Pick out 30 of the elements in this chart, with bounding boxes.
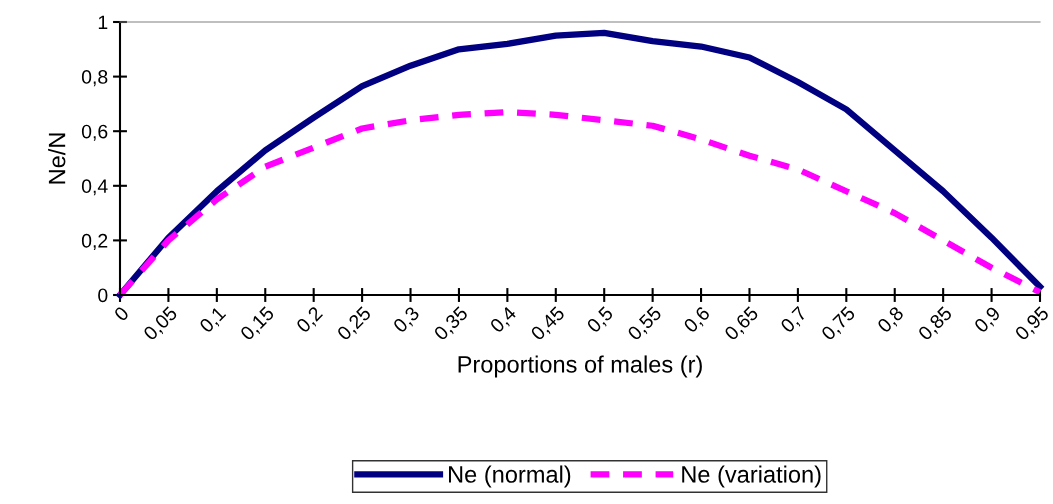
legend-label: Ne (normal) bbox=[449, 465, 571, 488]
y-tick-label: 0,2 bbox=[81, 233, 108, 250]
x-tick-label: 0,65 bbox=[723, 305, 761, 343]
x-tick-label: 0,1 bbox=[198, 305, 228, 336]
x-tick-label: 0 bbox=[113, 305, 130, 322]
x-tick-label: 0,75 bbox=[820, 305, 858, 343]
y-axis-title: Ne/N bbox=[48, 133, 66, 184]
x-tick-label: 0,15 bbox=[239, 305, 277, 343]
x-tick-label: 0,2 bbox=[295, 305, 325, 336]
x-tick-label: 0,95 bbox=[1014, 305, 1052, 343]
x-tick-label: 0,35 bbox=[433, 305, 471, 343]
x-tick-label: 0,5 bbox=[586, 305, 616, 336]
x-tick-label: 0,85 bbox=[917, 305, 955, 343]
legend-label: Ne (variation) bbox=[682, 465, 821, 488]
y-tick-label: 0,8 bbox=[81, 70, 108, 87]
x-tick-label: 0,3 bbox=[392, 305, 422, 336]
x-tick-label: 0,55 bbox=[626, 305, 664, 343]
x-tick-label: 0,8 bbox=[876, 305, 906, 336]
x-tick-label: 0,05 bbox=[142, 305, 180, 343]
x-axis-title: Proportions of males (r) bbox=[458, 355, 702, 378]
x-tick-label: 0,45 bbox=[529, 305, 567, 343]
x-tick-label: 0,9 bbox=[973, 305, 1003, 336]
y-tick-label: 0,4 bbox=[81, 179, 108, 196]
x-tick-label: 0,7 bbox=[779, 305, 809, 336]
y-tick-label: 0,6 bbox=[81, 124, 108, 141]
x-tick-label: 0,25 bbox=[336, 305, 374, 343]
y-tick-label: 1 bbox=[98, 15, 108, 30]
y-tick-label: 0 bbox=[98, 288, 108, 303]
x-tick-label: 0,4 bbox=[489, 305, 519, 336]
x-tick-label: 0,6 bbox=[682, 305, 713, 336]
